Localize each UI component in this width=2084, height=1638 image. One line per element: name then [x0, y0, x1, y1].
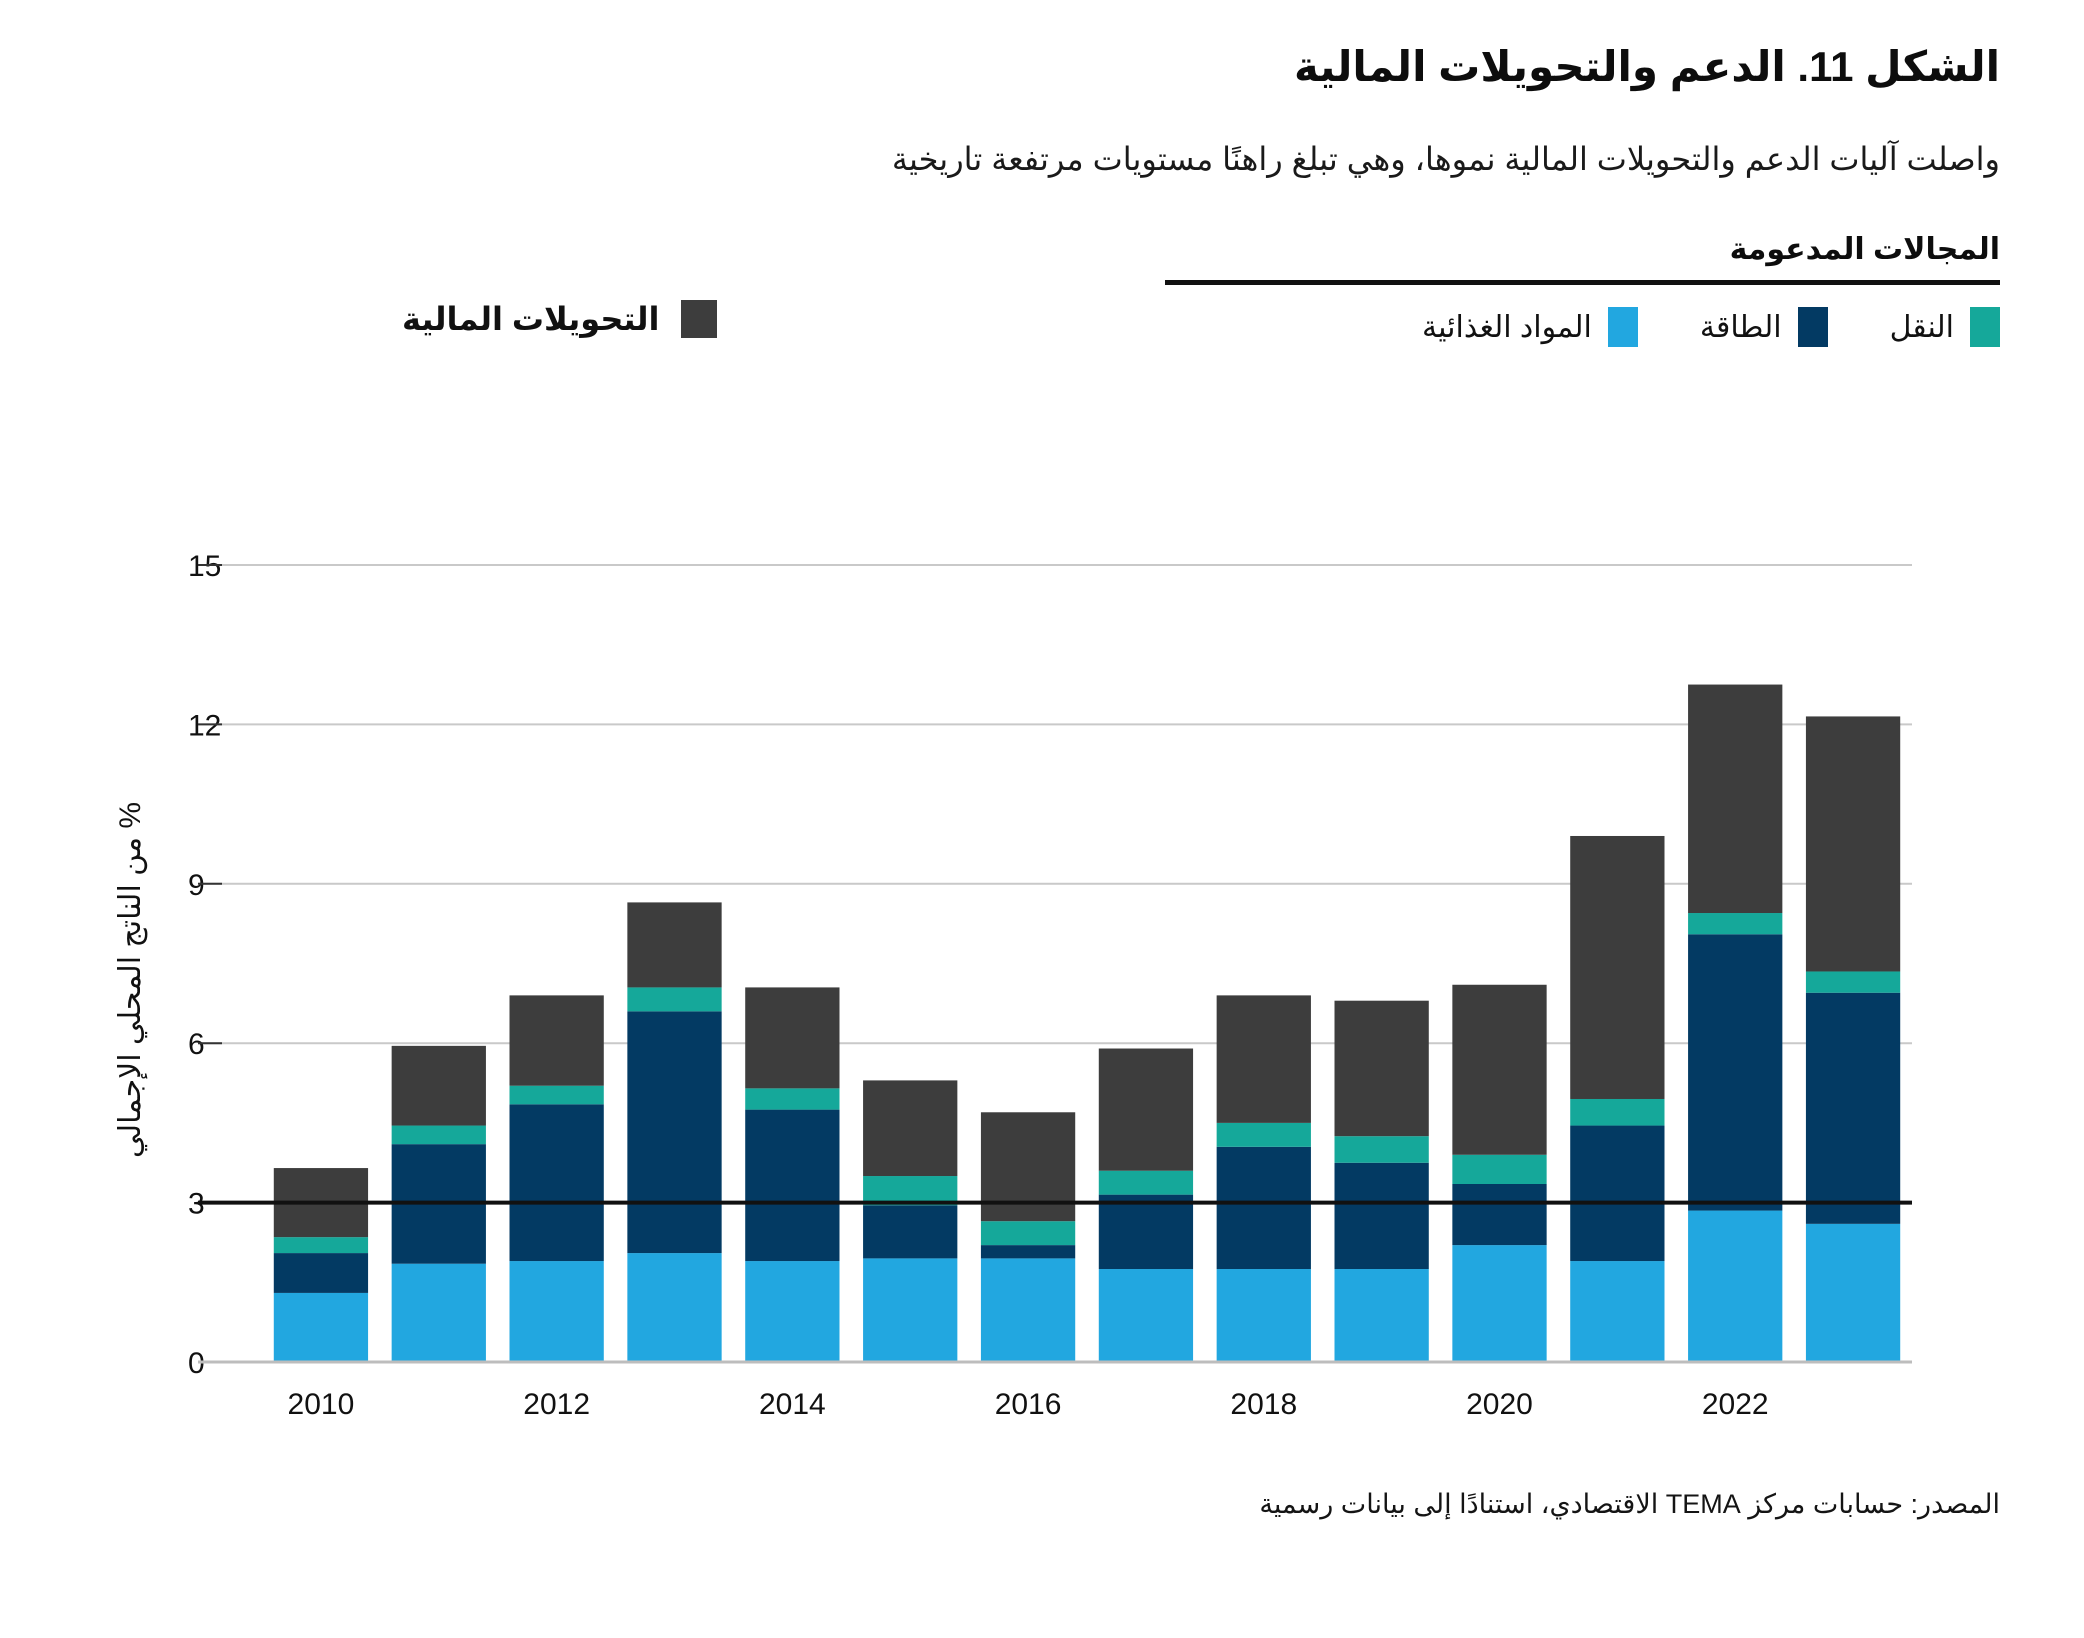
bar-segment[interactable]: [273, 1253, 369, 1293]
bar-segment[interactable]: [1570, 1261, 1665, 1362]
x-axis-tick-label: 2012: [523, 1388, 590, 1421]
y-axis-tick-label: 0: [188, 1347, 205, 1380]
bar-segment[interactable]: [391, 1045, 486, 1126]
bar-segment[interactable]: [509, 1104, 604, 1262]
bar-segment[interactable]: [1452, 984, 1547, 1155]
bar-segment[interactable]: [1098, 1269, 1194, 1362]
legend-swatch-transport-icon: [1970, 307, 2000, 347]
bar-segment[interactable]: [745, 987, 840, 1089]
bar-segment[interactable]: [745, 1088, 840, 1110]
bar-segment[interactable]: [1805, 716, 1901, 972]
bar-segment[interactable]: [1570, 1098, 1665, 1126]
legend-item-transfers[interactable]: التحويلات المالية: [402, 300, 718, 338]
bar-segment[interactable]: [745, 1109, 840, 1262]
bar-segment[interactable]: [863, 1176, 958, 1206]
bar-segment[interactable]: [1098, 1170, 1194, 1195]
x-axis-tick-label: 2014: [759, 1388, 826, 1421]
bar-segment[interactable]: [1688, 934, 1783, 1211]
bar-segment[interactable]: [1098, 1194, 1194, 1270]
bar-segment[interactable]: [1805, 1223, 1901, 1362]
bar-segment[interactable]: [509, 1085, 604, 1105]
legend-divider: [1165, 280, 2000, 285]
bar-segment[interactable]: [1334, 1136, 1429, 1163]
bar-segment[interactable]: [1452, 1154, 1547, 1185]
legend-swatch-energy-icon: [1797, 307, 1828, 347]
legend-supported-areas: المجالات المدعومة النقل الطاقة المواد ال…: [1080, 232, 2000, 347]
bar-segment[interactable]: [1334, 1162, 1429, 1270]
bar-segment[interactable]: [509, 995, 604, 1086]
bar-segment[interactable]: [1805, 992, 1901, 1224]
figure-subtitle: واصلت آليات الدعم والتحويلات المالية نمو…: [891, 141, 2000, 177]
legend-label-transport: النقل: [1889, 310, 1954, 344]
bar-segment[interactable]: [863, 1258, 958, 1362]
bar-segment[interactable]: [1216, 995, 1311, 1123]
bar-segment[interactable]: [627, 987, 722, 1012]
bar-segment[interactable]: [745, 1261, 840, 1362]
y-axis-tick-label: 15: [188, 550, 221, 583]
bar-segment[interactable]: [980, 1258, 1076, 1362]
bar-segment[interactable]: [391, 1144, 486, 1264]
x-axis-tick-label: 2020: [1466, 1388, 1533, 1421]
legend-item-food[interactable]: المواد الغذائية: [1422, 307, 1638, 347]
bar-segment[interactable]: [273, 1292, 369, 1362]
legend-swatch-food-icon: [1607, 307, 1638, 347]
bar-segment[interactable]: [863, 1205, 958, 1259]
bar-segment[interactable]: [1216, 1122, 1311, 1147]
bar-segment[interactable]: [627, 1011, 722, 1254]
legend-label-food: المواد الغذائية: [1422, 310, 1592, 344]
y-axis-tick-label: 6: [188, 1028, 205, 1061]
bar-segment[interactable]: [273, 1168, 369, 1238]
legend-item-energy[interactable]: الطاقة: [1700, 307, 1828, 347]
bar-segment[interactable]: [391, 1263, 486, 1362]
bar-segment[interactable]: [980, 1245, 1076, 1259]
x-axis-tick-label: 2016: [995, 1388, 1062, 1421]
figure-title: الشكل 11. الدعم والتحويلات المالية: [1293, 43, 2000, 90]
bar-segment[interactable]: [1098, 1048, 1194, 1171]
legend-label-transfers: التحويلات المالية: [402, 301, 660, 337]
bar-segment[interactable]: [980, 1112, 1076, 1222]
bar-segment[interactable]: [273, 1237, 369, 1254]
bar-segment[interactable]: [1688, 684, 1783, 914]
legend-heading: المجالات المدعومة: [1729, 233, 2000, 266]
bar-segment[interactable]: [1805, 971, 1901, 993]
bar-segment[interactable]: [1688, 1210, 1783, 1362]
y-axis-title: % من الناتج المحلي الإجمالي: [114, 802, 148, 1158]
y-axis-tick-label: 9: [188, 869, 205, 902]
bar-segment[interactable]: [1216, 1146, 1311, 1270]
legend-swatch-transfers-icon: [681, 300, 718, 338]
bar-segment[interactable]: [391, 1125, 486, 1145]
bar-segment[interactable]: [1570, 835, 1665, 1099]
x-axis-tick-label: 2022: [1702, 1388, 1769, 1421]
bar-segment[interactable]: [1452, 1245, 1547, 1362]
legend-items-row: النقل الطاقة المواد الغذائية: [1080, 307, 2000, 347]
bar-segment[interactable]: [980, 1221, 1076, 1246]
bar-segment[interactable]: [1570, 1125, 1665, 1262]
y-axis-tick-label: 12: [188, 709, 221, 742]
bar-segment[interactable]: [1216, 1269, 1311, 1362]
legend-item-transport[interactable]: النقل: [1890, 307, 2000, 347]
x-axis-tick-label: 2018: [1230, 1388, 1297, 1421]
x-axis-tick-label: 2010: [288, 1388, 355, 1421]
bar-segment[interactable]: [1688, 913, 1783, 935]
legend-label-energy: الطاقة: [1699, 310, 1782, 344]
y-axis-tick-label: 3: [188, 1188, 205, 1221]
bar-segment[interactable]: [509, 1261, 604, 1362]
bar-segment[interactable]: [863, 1080, 958, 1177]
bar-segment[interactable]: [1334, 1000, 1429, 1137]
bar-segment[interactable]: [1334, 1269, 1429, 1362]
bar-segment[interactable]: [627, 1253, 722, 1362]
bar-segment[interactable]: [627, 902, 722, 988]
source-note: المصدر: حسابات مركز TEMA الاقتصادي، استن…: [1259, 1489, 2000, 1519]
bar-segment[interactable]: [1452, 1184, 1547, 1246]
